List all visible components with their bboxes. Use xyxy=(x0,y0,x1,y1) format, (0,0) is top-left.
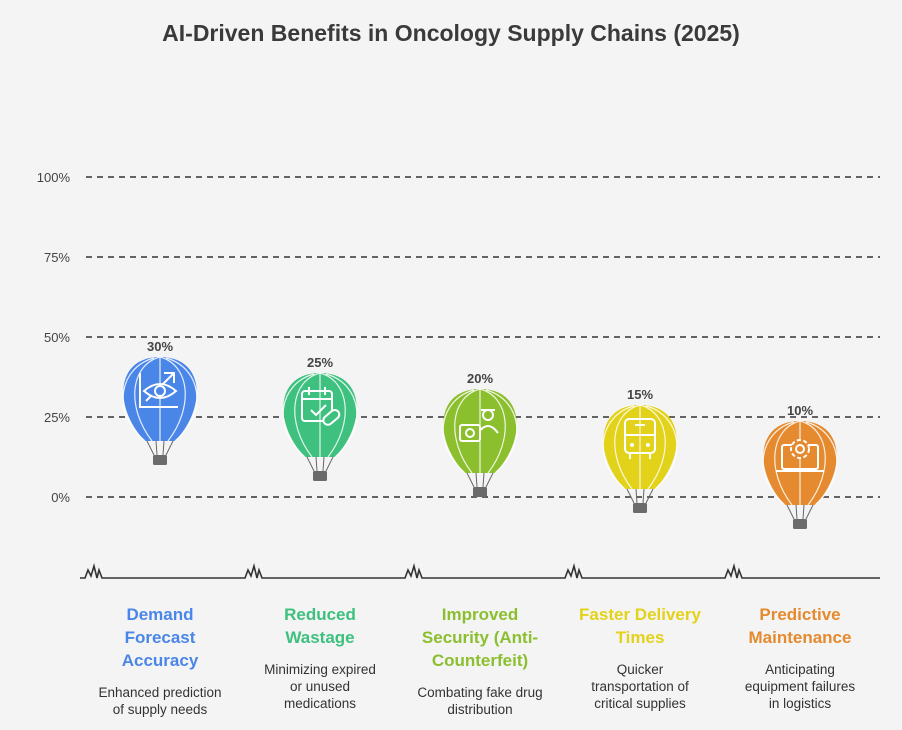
calendar-pill-icon xyxy=(301,387,341,426)
data-label: 10% xyxy=(787,403,813,418)
y-tick-label: 50% xyxy=(44,330,70,345)
y-tick-label: 25% xyxy=(44,410,70,425)
bar-balloon xyxy=(442,388,518,497)
balloon-basket xyxy=(793,519,807,529)
bus-icon xyxy=(624,418,656,459)
y-tick-label: 75% xyxy=(44,250,70,265)
balloon-basket xyxy=(153,455,167,465)
category-title: Predictive Maintenance xyxy=(748,605,852,647)
y-tick-label: 0% xyxy=(51,490,70,505)
bar-balloon xyxy=(122,356,198,465)
thief-medkit-icon xyxy=(459,409,499,442)
balloon-basket xyxy=(633,503,647,513)
chart-title: AI-Driven Benefits in Oncology Supply Ch… xyxy=(162,20,740,46)
category-title: Improved Security (Anti- Counterfeit) xyxy=(421,605,539,670)
balloon-basket xyxy=(473,487,487,497)
category-description: Quicker transportation of critical supplie… xyxy=(591,662,689,711)
category-label: Demand Forecast Accuracy Enhanced predictio… xyxy=(80,603,240,718)
category-description: Anticipating equipment failures in logisti… xyxy=(744,662,856,711)
category-label: Faster Delivery Times Quicker transportatio… xyxy=(560,603,720,712)
bar-balloon xyxy=(602,404,678,513)
category-label: Reduced Wastage Minimizing expired or unuse… xyxy=(240,603,400,712)
laptop-gear-icon xyxy=(776,439,824,472)
balloon-basket xyxy=(313,471,327,481)
data-label: 15% xyxy=(627,387,653,402)
category-title: Demand Forecast Accuracy xyxy=(121,605,199,670)
y-tick-label: 100% xyxy=(37,170,71,185)
data-label: 25% xyxy=(307,355,333,370)
category-label: Predictive Maintenance Anticipating equipme… xyxy=(720,603,880,712)
bar-balloon xyxy=(282,372,358,481)
eye-chart-icon xyxy=(139,372,178,408)
category-label: Improved Security (Anti- Counterfeit) Comba… xyxy=(400,603,560,718)
category-description: Combating fake drug distribution xyxy=(417,685,543,717)
bar-balloon xyxy=(762,420,838,529)
category-description: Minimizing expired or unused medications xyxy=(264,662,376,711)
category-description: Enhanced prediction of supply needs xyxy=(98,685,222,717)
ground-line xyxy=(80,562,880,579)
chart-area: 100% 75% 50% 25% 0% 30% 25% 20% 15% 10% xyxy=(37,170,880,579)
category-title: Reduced Wastage xyxy=(284,605,356,647)
data-label: 20% xyxy=(467,371,493,386)
category-title: Faster Delivery Times xyxy=(579,605,701,647)
data-label: 30% xyxy=(147,339,173,354)
